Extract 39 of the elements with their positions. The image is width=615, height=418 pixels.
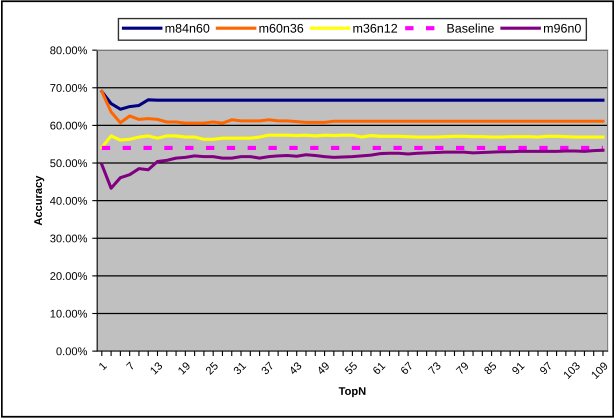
x-tick-label: 79: [456, 361, 470, 375]
x-tick-label: 13: [150, 361, 163, 375]
line-series: [100, 134, 605, 150]
legend-label: m36n12: [353, 24, 398, 33]
y-tick-label: 20.00%: [50, 272, 88, 280]
x-tick-label: 91: [511, 361, 525, 375]
x-tick-label: 61: [372, 361, 386, 375]
line-series: [100, 148, 605, 190]
y-tick-label: 0.00%: [56, 347, 88, 356]
x-tick-label: 7: [126, 362, 135, 370]
x-tick-label: 19: [177, 361, 191, 375]
x-tick-label: 49: [316, 361, 330, 376]
y-tick-label: 10.00%: [50, 310, 88, 318]
x-tick-label: 25: [205, 361, 219, 375]
x-axis-title: TopN: [338, 387, 366, 398]
y-tick-label: 60.00%: [50, 122, 88, 130]
y-tick-label: 40.00%: [50, 196, 88, 205]
y-tick-label: 30.00%: [50, 234, 88, 242]
x-tick-label: 1: [98, 362, 108, 370]
y-axis-title: Accuracy: [34, 176, 44, 226]
x-tick-label: 97: [539, 361, 553, 375]
y-tick-label: 50.00%: [50, 159, 88, 168]
x-tick-label: 37: [260, 361, 274, 376]
x-tick-label: 31: [232, 361, 246, 376]
x-tick-label: 73: [428, 361, 442, 375]
legend-label: m96n0: [544, 24, 581, 33]
x-tick-label: 85: [483, 361, 498, 376]
x-tick-label: 43: [288, 361, 302, 376]
x-tick-label: 109: [590, 361, 608, 380]
legend-label: Baseline: [447, 24, 494, 33]
x-tick-label: 103: [562, 361, 581, 380]
x-tick-label: 67: [400, 361, 414, 375]
line-series: [100, 90, 605, 111]
y-tick-label: 80.00%: [50, 46, 88, 54]
line-series: [100, 90, 605, 125]
legend-label: m84n60: [166, 24, 210, 33]
x-tick-label: 55: [344, 361, 358, 376]
y-tick-label: 70.00%: [50, 84, 88, 92]
legend-label: m60n36: [259, 24, 304, 33]
